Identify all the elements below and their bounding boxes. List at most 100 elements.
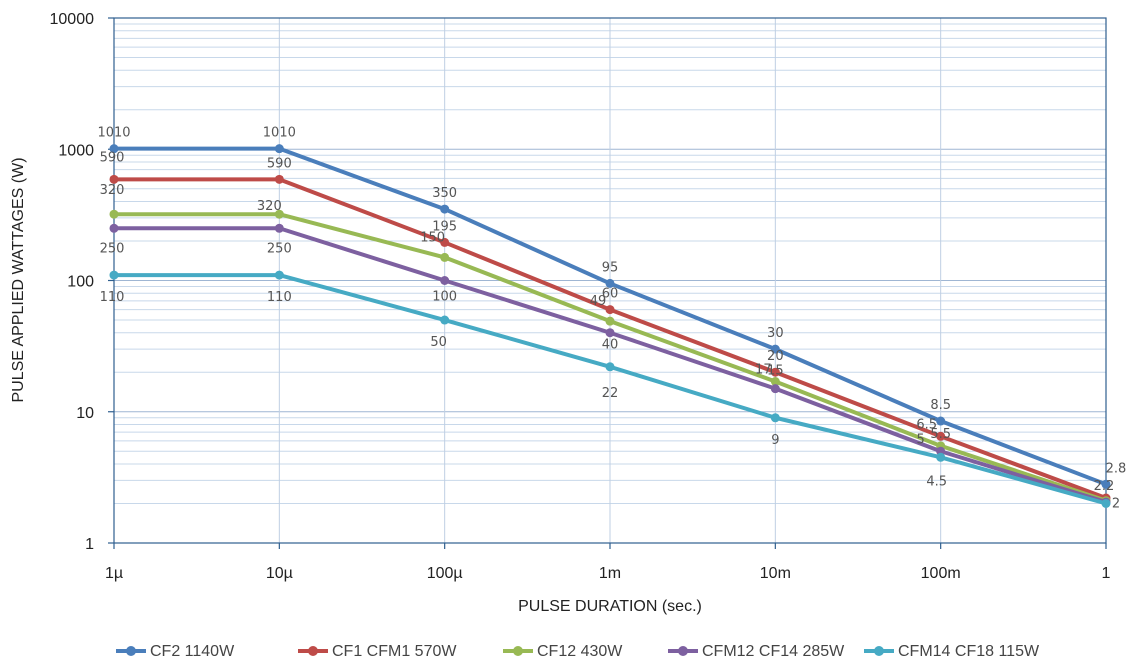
y-tick-label: 100 xyxy=(67,274,94,291)
data-point xyxy=(274,223,284,233)
x-axis-title: PULSE DURATION (sec.) xyxy=(518,598,702,615)
legend-item: CF1 CFM1 570W xyxy=(298,643,457,660)
y-tick-label: 10000 xyxy=(50,11,95,28)
legend-label: CF2 1140W xyxy=(150,643,235,660)
legend-swatch-marker xyxy=(874,646,884,656)
data-point xyxy=(770,413,780,423)
legend-label: CF12 430W xyxy=(537,643,623,660)
data-label: 110 xyxy=(267,290,292,305)
x-tick-label: 1 xyxy=(1102,565,1111,582)
data-point xyxy=(109,223,119,233)
data-point xyxy=(936,416,946,426)
data-label: 95 xyxy=(602,260,619,275)
legend: CF2 1140W CF1 CFM1 570W CF12 430W CFM12 CF1… xyxy=(116,643,1040,660)
data-point xyxy=(109,174,119,184)
legend-swatch-marker xyxy=(678,646,688,656)
data-label: 110 xyxy=(100,290,125,305)
data-point xyxy=(1101,498,1111,508)
x-tick-label: 10m xyxy=(760,565,791,582)
data-label: 5.5 xyxy=(930,427,951,442)
data-label: 60 xyxy=(602,287,619,302)
data-label: 9 xyxy=(771,433,779,448)
data-label: 100 xyxy=(432,290,457,305)
data-label: 2 xyxy=(1112,496,1120,511)
data-label: 20 xyxy=(767,349,784,364)
data-label: 2.8 xyxy=(1106,461,1127,476)
legend-label: CF1 CFM1 570W xyxy=(332,643,457,660)
legend-swatch-marker xyxy=(126,646,136,656)
legend-item: CFM14 CF18 115W xyxy=(864,643,1040,660)
data-point xyxy=(274,270,284,280)
legend-swatch-marker xyxy=(308,646,318,656)
data-label: 250 xyxy=(100,241,125,256)
data-label: 50 xyxy=(430,335,447,350)
y-tick-label: 1000 xyxy=(58,142,94,159)
data-point xyxy=(605,328,615,338)
data-label: 5 xyxy=(917,432,925,447)
legend-label: CFM12 CF14 285W xyxy=(702,643,845,660)
axis-layer xyxy=(108,17,1107,549)
data-label: 590 xyxy=(100,150,125,165)
data-label: 49 xyxy=(590,294,607,309)
data-point xyxy=(605,362,615,372)
data-point xyxy=(770,377,780,387)
legend-item: CF12 430W xyxy=(503,643,623,660)
data-label: 350 xyxy=(432,186,457,201)
data-label: 250 xyxy=(267,241,292,256)
data-point xyxy=(770,344,780,354)
y-tick-label: 10 xyxy=(76,405,94,422)
data-label: 6.5 xyxy=(916,417,937,432)
data-point xyxy=(936,431,946,441)
legend-item: CF2 1140W xyxy=(116,643,235,660)
data-point xyxy=(440,204,450,214)
data-point xyxy=(440,237,450,247)
x-tick-label: 1m xyxy=(599,565,621,582)
legend-label: CFM14 CF18 115W xyxy=(898,643,1040,660)
data-point xyxy=(109,144,119,154)
data-label: 4.5 xyxy=(926,474,947,489)
data-point xyxy=(274,144,284,154)
data-label: 195 xyxy=(432,219,457,234)
data-label: 15 xyxy=(767,364,784,379)
data-label: 1010 xyxy=(97,126,130,141)
data-point xyxy=(605,316,615,326)
legend-swatch-marker xyxy=(513,646,523,656)
data-point xyxy=(605,278,615,288)
data-point xyxy=(274,209,284,219)
y-axis-title: PULSE APPLIED WATTAGES (W) xyxy=(10,157,27,402)
data-label: 150 xyxy=(420,230,445,245)
series-layer xyxy=(109,144,1111,508)
data-point xyxy=(440,252,450,262)
data-point xyxy=(274,174,284,184)
data-point xyxy=(770,367,780,377)
data-point xyxy=(109,270,119,280)
data-label: 590 xyxy=(267,156,292,171)
data-point xyxy=(109,209,119,219)
data-label: 40 xyxy=(602,338,619,353)
data-label: 320 xyxy=(257,199,282,214)
y-tick-label: 1 xyxy=(85,536,94,553)
data-label: 30 xyxy=(767,326,784,341)
data-label: 1010 xyxy=(263,126,296,141)
data-label: 320 xyxy=(100,183,125,198)
x-tick-label: 10µ xyxy=(266,565,293,582)
data-point xyxy=(770,384,780,394)
data-label: 8.5 xyxy=(930,398,951,413)
data-point xyxy=(440,315,450,325)
x-tick-label: 100µ xyxy=(427,565,463,582)
x-tick-label: 100m xyxy=(921,565,961,582)
data-point xyxy=(605,305,615,315)
legend-item: CFM12 CF14 285W xyxy=(668,643,845,660)
data-label: 2.2 xyxy=(1094,479,1115,494)
data-label: 17 xyxy=(755,363,772,378)
x-tick-label: 1µ xyxy=(105,565,123,582)
data-point xyxy=(440,276,450,285)
data-point xyxy=(1101,479,1111,489)
data-label: 22 xyxy=(602,386,619,401)
data-point xyxy=(936,452,946,462)
